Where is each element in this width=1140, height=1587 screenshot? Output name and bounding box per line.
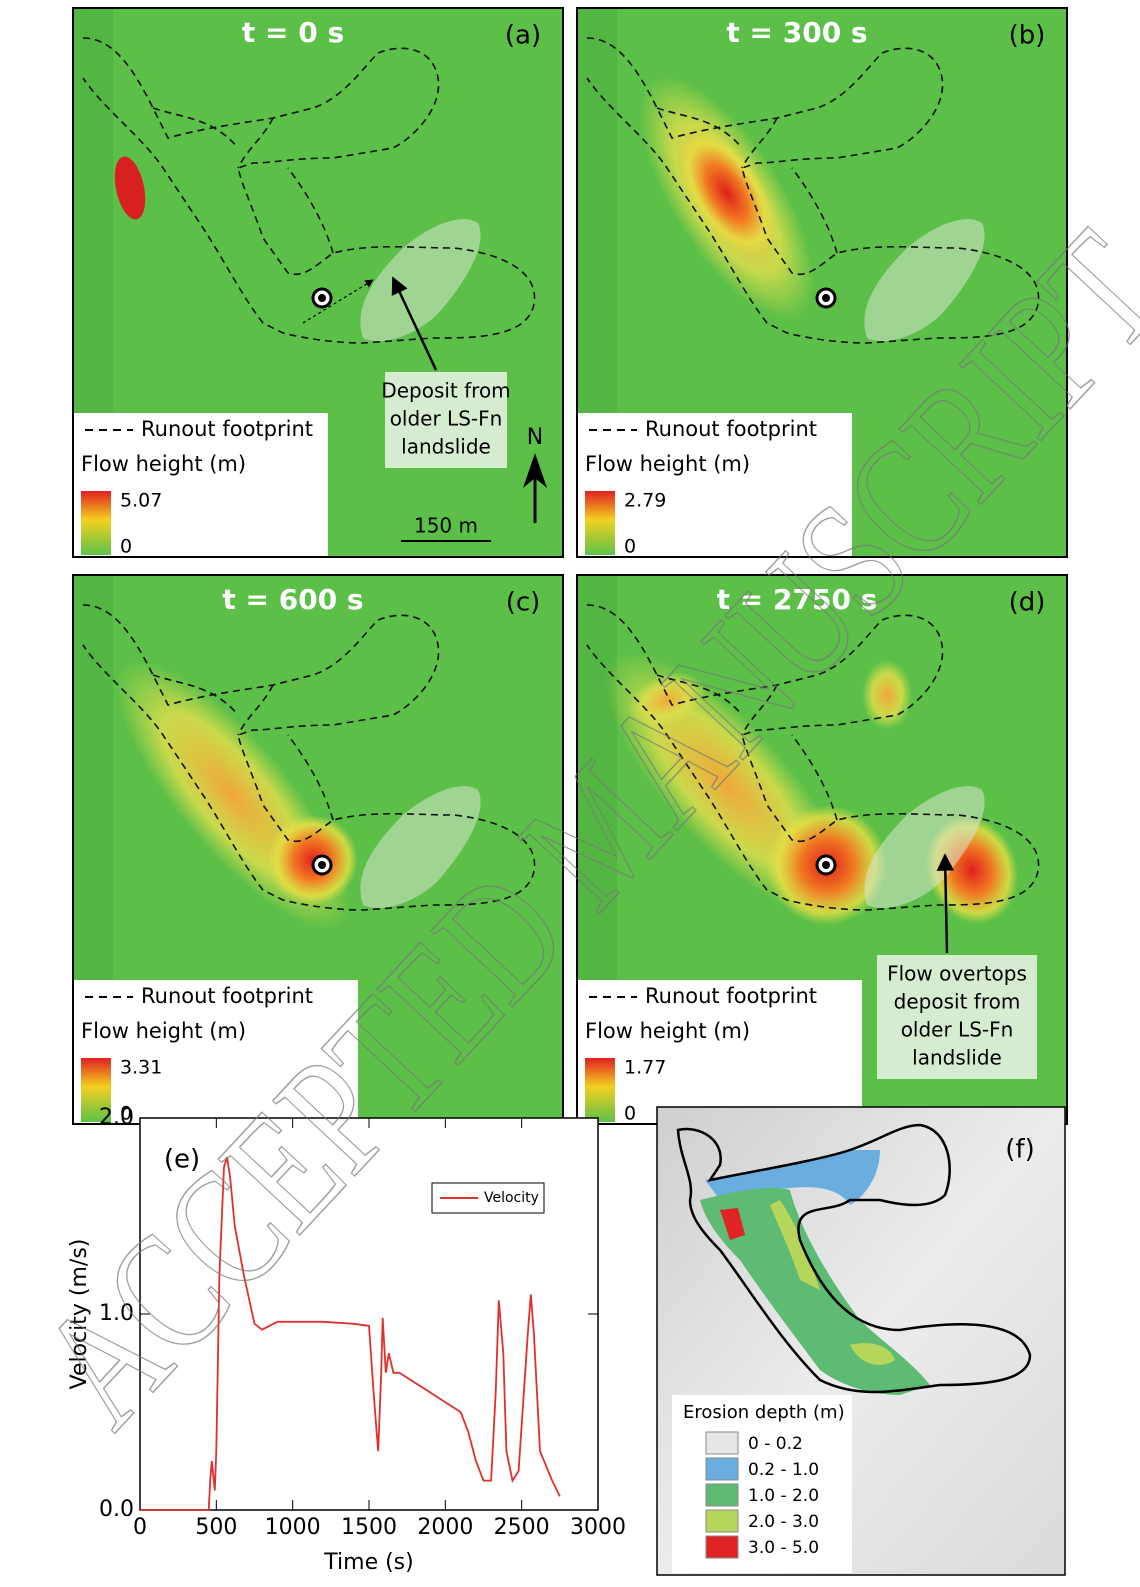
y-tick-label: 0.0: [99, 1497, 134, 1522]
flow-height: [862, 660, 912, 730]
legend-swatch: [706, 1458, 738, 1480]
color-min: 0: [624, 536, 636, 558]
legend-swatch: [706, 1510, 738, 1532]
y-axis-title: Velocity (m/s): [67, 1239, 92, 1390]
x-tick-label: 500: [195, 1515, 237, 1540]
map-panel: t = 600 s (c) Runout footprint Flow height …: [73, 575, 563, 1125]
panel-label: (d): [1009, 588, 1046, 618]
x-axis-title: Time (s): [323, 1550, 413, 1575]
scale-label: 150 m: [414, 514, 478, 538]
x-tick-label: 3000: [570, 1515, 626, 1540]
time-label: t = 300 s: [726, 16, 867, 49]
legend-label: 3.0 - 5.0: [748, 1538, 819, 1558]
panel-label: (b): [1009, 21, 1046, 51]
annotation: deposit from: [894, 990, 1021, 1014]
page: {"panels": [ {"label": "(a)", "time": "t…: [0, 0, 1140, 1587]
point-center: [822, 294, 830, 302]
y-tick-label: 2.0: [99, 1105, 134, 1130]
annotation: older LS-Fn: [390, 407, 503, 431]
legend-footprint: Runout footprint: [141, 417, 313, 441]
legend-footprint: Runout footprint: [141, 984, 313, 1008]
annotation: landslide: [912, 1046, 1002, 1070]
map-panel: t = 0 s (a) Runout footprint Flow height (m…: [73, 8, 563, 558]
y-tick-label: 1.0: [99, 1301, 134, 1326]
x-tick-label: 2000: [417, 1515, 473, 1540]
color-bar: [585, 1058, 615, 1122]
panel-label: (f): [1005, 1135, 1034, 1165]
color-bar: [81, 491, 111, 555]
color-max: 1.77: [624, 1057, 666, 1079]
legend-footprint: Runout footprint: [645, 984, 817, 1008]
north-label: N: [527, 425, 543, 450]
panel-label: (c): [506, 588, 541, 618]
point-center: [318, 294, 326, 302]
color-max: 2.79: [624, 490, 666, 512]
legend-label: 0 - 0.2: [748, 1434, 803, 1454]
color-max: 5.07: [120, 490, 162, 512]
annotation: Flow overtops: [887, 962, 1027, 986]
map-panel: t = 2750 s (d) Runout footprint Flow height…: [569, 575, 1067, 1125]
legend-label: 1.0 - 2.0: [748, 1486, 819, 1506]
legend-swatch: [706, 1484, 738, 1506]
time-label: t = 2750 s: [717, 583, 878, 616]
legend-title: Flow height (m): [81, 452, 246, 476]
legend-swatch: [706, 1432, 738, 1454]
time-label: t = 0 s: [242, 16, 344, 49]
x-tick-label: 1500: [341, 1515, 397, 1540]
color-min: 0: [624, 1103, 636, 1125]
map-panel: t = 300 s (b) Runout footprint Flow height …: [577, 8, 1067, 558]
x-tick-label: 0: [133, 1515, 147, 1540]
legend-label: 2.0 - 3.0: [748, 1512, 819, 1532]
panel-label: (e): [164, 1145, 200, 1175]
time-label: t = 600 s: [222, 583, 363, 616]
legend-title: Flow height (m): [585, 1019, 750, 1043]
legend-title: Flow height (m): [81, 1019, 246, 1043]
legend-title: Erosion depth (m): [683, 1402, 845, 1423]
erosion-panel: (f) Erosion depth (m) 0 - 0.2 0.2 - 1.0 1.0 …: [657, 1107, 1065, 1575]
legend-title: Flow height (m): [585, 452, 750, 476]
x-tick-label: 2500: [494, 1515, 550, 1540]
annotation: landslide: [401, 435, 491, 459]
annotation: older LS-Fn: [901, 1018, 1014, 1042]
figure: t = 0 s (a) Runout footprint Flow height (m…: [0, 0, 1140, 1583]
legend-footprint: Runout footprint: [645, 417, 817, 441]
panel-label: (a): [505, 21, 541, 51]
point-center: [318, 861, 326, 869]
legend-label: Velocity: [484, 1190, 539, 1206]
annotation: Deposit from: [381, 379, 510, 403]
color-bar: [585, 491, 615, 555]
x-tick-label: 1000: [265, 1515, 321, 1540]
point-center: [822, 861, 830, 869]
color-max: 3.31: [120, 1057, 162, 1079]
legend-swatch: [706, 1536, 738, 1558]
legend-label: 0.2 - 1.0: [748, 1460, 819, 1480]
color-min: 0: [120, 536, 132, 558]
